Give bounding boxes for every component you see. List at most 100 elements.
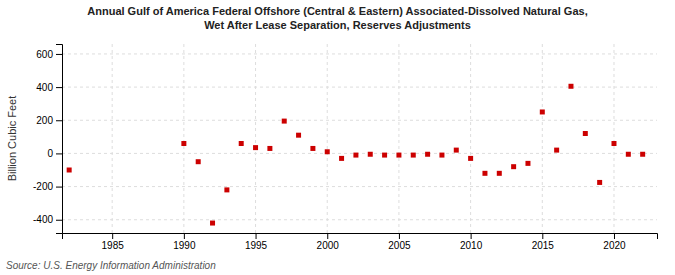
x-axis-tick: 1990 — [173, 233, 196, 251]
points — [67, 84, 645, 226]
grid-line-x — [613, 44, 614, 233]
point — [267, 146, 272, 151]
grid-line-y — [62, 53, 657, 54]
point — [196, 159, 201, 164]
point — [181, 141, 186, 146]
point — [640, 152, 645, 157]
x-axis: 1985 1990 1995 2000 2005 2010 2015 2020 — [63, 233, 658, 251]
x-axis-tick: 2010 — [460, 233, 483, 251]
grid-line-x — [542, 44, 543, 233]
y-axis-tick-mark — [56, 220, 62, 221]
point — [482, 171, 487, 176]
title-line: Annual Gulf of America Federal Offshore … — [87, 5, 587, 17]
x-axis-tick-label: 2020 — [603, 240, 626, 251]
point — [454, 148, 459, 153]
y-axis-tick-label: 200 — [36, 115, 53, 126]
y-axis-tick-label: -200 — [33, 181, 53, 192]
x-axis-tick-label: 2000 — [317, 240, 340, 251]
y-axis-tick: 0 — [47, 148, 62, 159]
x-axis-tick-label: 1990 — [173, 240, 196, 251]
x-axis-tick-mark — [399, 233, 400, 239]
point — [325, 149, 330, 154]
point — [411, 153, 416, 158]
grid-line-x — [255, 44, 256, 233]
x-axis-tick: 1995 — [245, 233, 268, 251]
point — [511, 164, 516, 169]
x-axis-tick-mark — [614, 233, 615, 239]
grid-line-y — [62, 87, 657, 88]
x-axis-tick-label: 1995 — [245, 240, 268, 251]
y-axis-tick: 400 — [36, 82, 62, 93]
x-axis-tick-mark — [184, 233, 185, 239]
x-axis-tick: 1985 — [102, 233, 125, 251]
y-axis-line — [56, 45, 63, 234]
point — [310, 146, 315, 151]
x-axis-tick: 2020 — [603, 233, 626, 251]
title-line: Wet After Lease Separation, Reserves Adj… — [204, 19, 471, 31]
y-axis-tick-label: 0 — [47, 148, 53, 159]
point — [626, 152, 631, 157]
point — [439, 153, 444, 158]
point — [296, 133, 301, 138]
plot: 19851990199520002005201020152020-400-200… — [33, 44, 658, 251]
x-axis-tick-label: 2005 — [388, 240, 411, 251]
point — [67, 168, 72, 173]
point — [497, 171, 502, 176]
point — [597, 180, 602, 185]
y-axis-tick-label: 600 — [36, 49, 53, 60]
point — [396, 153, 401, 158]
x-axis-tick-mark — [112, 233, 113, 239]
point — [224, 187, 229, 192]
x-axis-line — [63, 234, 658, 240]
grid-line-x — [327, 44, 328, 233]
point — [611, 141, 616, 146]
point — [525, 161, 530, 166]
x-axis-tick: 2005 — [388, 233, 411, 251]
y-axis-tick-label: -400 — [33, 214, 53, 225]
y-axis: -400 -200 0 200 400 600 — [33, 45, 63, 234]
annotation: Source: U.S. Energy Information Administ… — [6, 260, 216, 271]
x-axis-tick: 2000 — [317, 233, 340, 251]
grid-line-y — [62, 120, 657, 121]
point — [382, 153, 387, 158]
x-axis-tick-label: 2010 — [460, 240, 483, 251]
point — [568, 84, 573, 89]
point — [339, 156, 344, 161]
point — [554, 148, 559, 153]
point — [540, 109, 545, 114]
y-axis-tick-mark — [56, 54, 62, 55]
x-axis-tick-label: 1985 — [102, 240, 125, 251]
y-axis-tick-label: 400 — [36, 82, 53, 93]
point — [425, 152, 430, 157]
y-axis-title: Billion Cubic Feet — [6, 96, 18, 182]
y-axis-tick-mark — [56, 153, 62, 154]
point — [583, 131, 588, 136]
point — [468, 156, 473, 161]
y-axis-tick-mark — [56, 120, 62, 121]
y-axis-tick: -400 — [33, 214, 62, 225]
grid-line-x — [183, 44, 184, 233]
point — [353, 153, 358, 158]
x-axis-tick-mark — [256, 233, 257, 239]
y-axis-tick: -200 — [33, 181, 62, 192]
point — [253, 145, 258, 150]
point — [282, 119, 287, 124]
x-axis-tick-mark — [471, 233, 472, 239]
point — [210, 221, 215, 226]
grid-line-x — [112, 44, 113, 233]
y-axis-tick: 200 — [36, 115, 62, 126]
y-axis-tick-mark — [56, 87, 62, 88]
title: Annual Gulf of America Federal Offshore … — [87, 5, 587, 31]
y-axis-tick-mark — [56, 187, 62, 188]
grid-line-x — [398, 44, 399, 233]
grid-line-y — [62, 186, 657, 187]
x-axis-tick-mark — [542, 233, 543, 239]
x-axis-tick-label: 2015 — [532, 240, 555, 251]
grid-line-y — [62, 153, 657, 154]
x-axis-tick-mark — [327, 233, 328, 239]
point — [239, 141, 244, 146]
grid — [62, 44, 657, 233]
point — [368, 152, 373, 157]
grid-line-y — [62, 219, 657, 220]
grid-line-x — [470, 44, 471, 233]
